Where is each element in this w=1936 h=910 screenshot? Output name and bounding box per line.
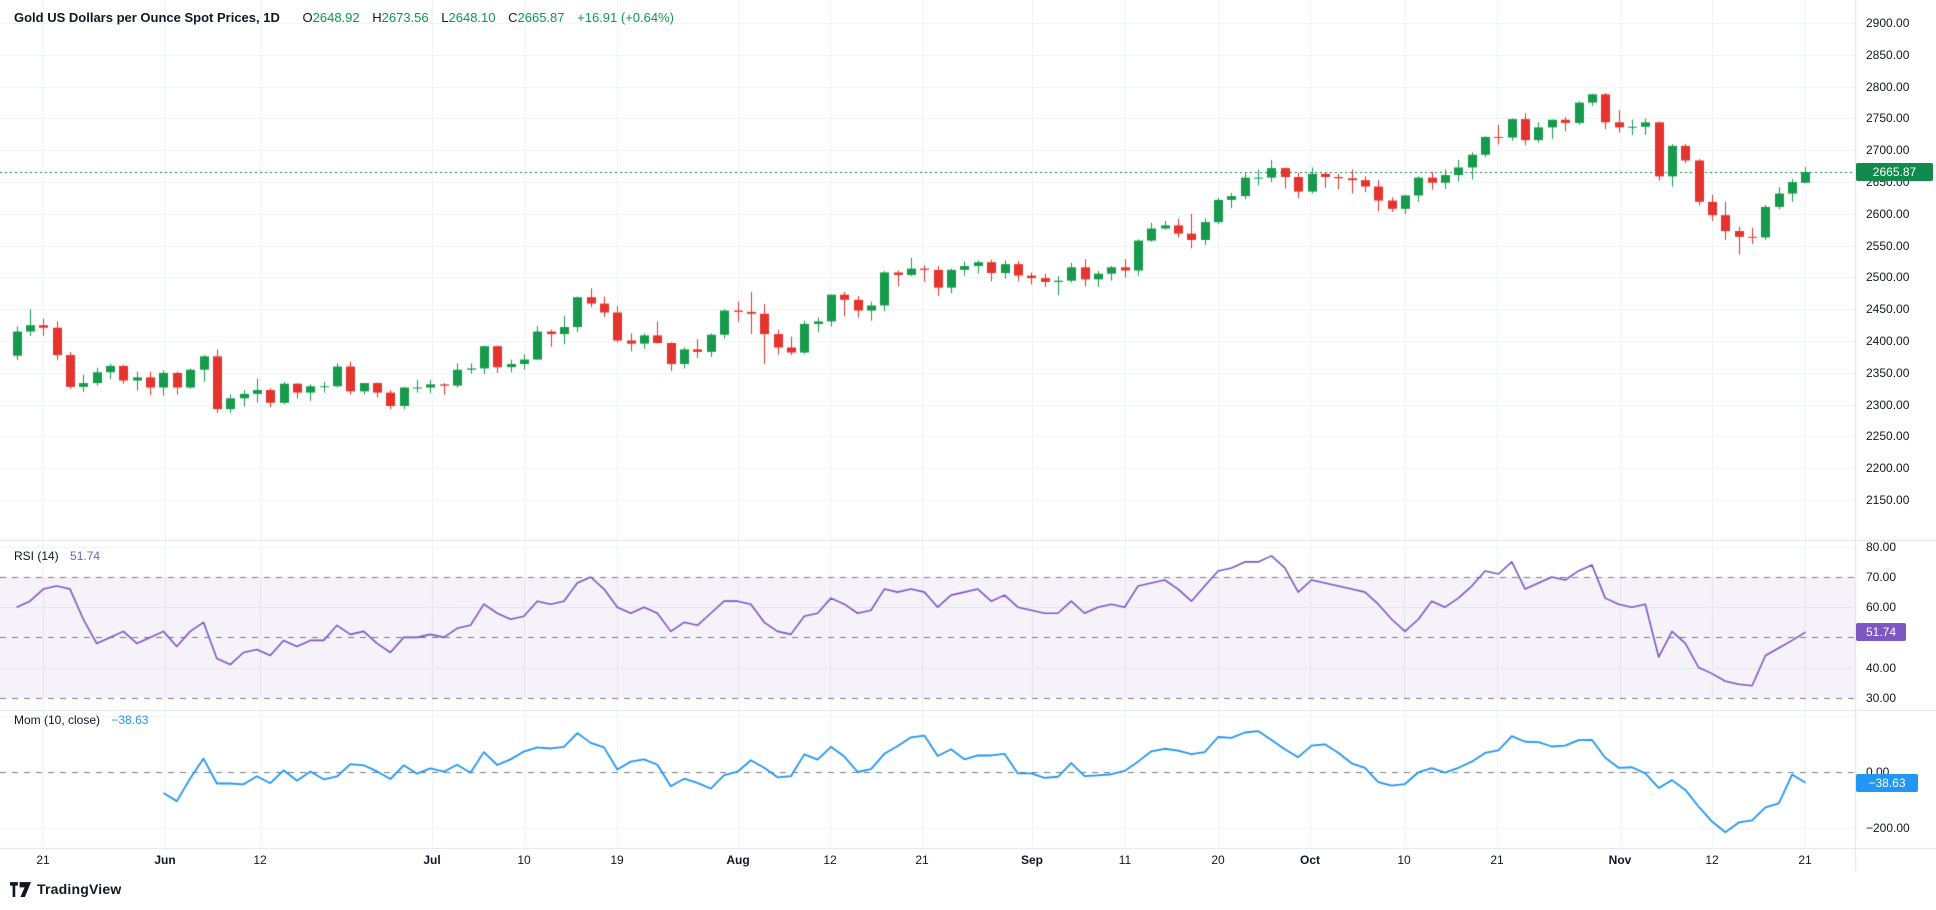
close-value: 2665.87: [517, 10, 565, 25]
symbol-title[interactable]: Gold US Dollars per Ounce Spot Prices, 1…: [14, 10, 280, 25]
time-tick-label: 21: [36, 853, 50, 867]
mom-value: −38.63: [111, 713, 149, 727]
axis-tick-label: 2400.00: [1866, 334, 1910, 349]
time-tick-label: 20: [1211, 853, 1225, 867]
time-tick-label: Oct: [1299, 853, 1321, 867]
time-tick-label: Jul: [423, 853, 441, 867]
axis-tick-label: 2550.00: [1866, 238, 1910, 253]
time-tick-label: Aug: [726, 853, 750, 867]
axis-tick-label: 2450.00: [1866, 302, 1910, 317]
tradingview-attribution[interactable]: TradingView: [10, 881, 121, 897]
low-label: L: [441, 10, 449, 25]
axis-tick-label: 2850.00: [1866, 47, 1910, 62]
axis-tick-label: 70.00: [1866, 570, 1897, 584]
close-label: C: [508, 10, 518, 25]
main-legend[interactable]: Gold US Dollars per Ounce Spot Prices, 1…: [14, 10, 674, 25]
time-tick-label: 12: [253, 853, 267, 867]
time-tick-label: 11: [1118, 853, 1132, 867]
axis-tick-label: 2500.00: [1866, 270, 1910, 285]
time-tick-label: Sep: [1020, 853, 1044, 867]
change-value: +16.91 (+0.64%): [577, 10, 674, 25]
time-tick-label: 12: [1705, 853, 1719, 867]
axis-tick-label: 60.00: [1866, 600, 1897, 615]
open-value: 2648.92: [312, 10, 360, 25]
axis-tick-label: 2150.00: [1866, 493, 1910, 508]
time-tick-label: 21: [1490, 853, 1504, 867]
price-scale[interactable]: 2900.00 2850.00 2800.00 2750.00 2700.00 2650.…: [1863, 0, 1936, 848]
time-tick-label: 19: [610, 853, 624, 867]
tradingview-logo-icon: [10, 881, 31, 897]
axis-tick-label: −200.00: [1866, 821, 1910, 835]
axis-tick-label: 2750.00: [1866, 111, 1910, 126]
open-label: O: [302, 10, 313, 25]
time-tick-label: 10: [517, 853, 531, 867]
axis-tick-label: 2900.00: [1866, 16, 1910, 31]
axis-tick-label: 80.00: [1866, 539, 1897, 554]
axis-tick-label: 2200.00: [1866, 461, 1910, 476]
rsi-legend[interactable]: RSI (14) 51.74: [14, 549, 100, 563]
axis-tick-label: 2250.00: [1866, 429, 1910, 444]
axis-tick-label: 30.00: [1866, 690, 1897, 705]
axis-tick-label: 2800.00: [1866, 79, 1910, 94]
time-tick-label: 12: [823, 853, 837, 867]
time-tick-label: 10: [1397, 853, 1411, 867]
time-tick-label: 21: [1798, 853, 1812, 867]
low-value: 2648.10: [448, 10, 496, 25]
mom-title[interactable]: Mom (10, close): [14, 713, 101, 727]
time-scale[interactable]: 21 Jun 12 Jul 10 19 Aug 12 21 Sep 11 20 Oct 10 21 Nov 12…: [0, 848, 1855, 872]
tradingview-label: TradingView: [37, 881, 122, 897]
last-price-badge: 2665.87: [1856, 163, 1933, 181]
high-label: H: [372, 10, 382, 25]
time-tick-label: Jun: [154, 853, 176, 867]
axis-tick-label: 2350.00: [1866, 365, 1910, 380]
axis-tick-label: 2700.00: [1866, 143, 1910, 158]
rsi-value: 51.74: [70, 549, 101, 563]
rsi-value-badge: 51.74: [1856, 623, 1906, 642]
high-value: 2673.56: [381, 10, 429, 25]
mom-legend[interactable]: Mom (10, close) −38.63: [14, 713, 148, 727]
time-tick-label: 21: [915, 853, 929, 867]
rsi-title[interactable]: RSI (14): [14, 549, 59, 563]
axis-tick-label: 2600.00: [1866, 206, 1910, 221]
time-tick-label: Nov: [1608, 853, 1632, 867]
mom-value-badge: −38.63: [1856, 773, 1918, 792]
axis-tick-label: 2300.00: [1866, 397, 1910, 412]
axis-tick-label: 40.00: [1866, 660, 1897, 675]
